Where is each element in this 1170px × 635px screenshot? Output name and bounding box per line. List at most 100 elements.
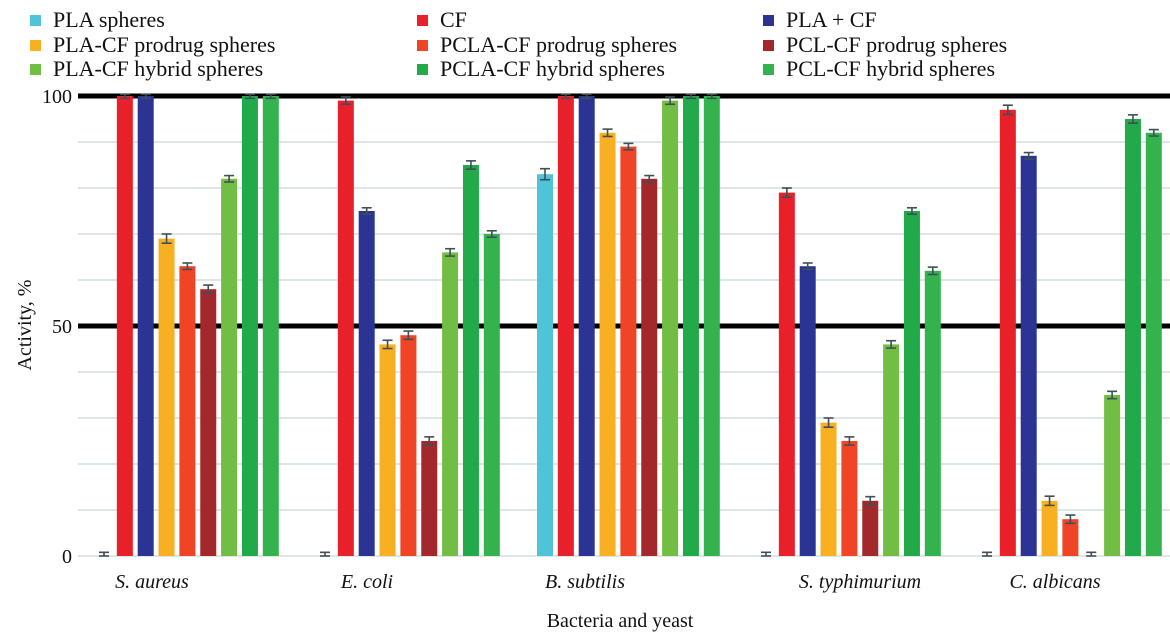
x-tick-label: E. coli [340,571,393,593]
error-bar [244,93,255,100]
legend-label: CF [440,7,467,32]
bar [462,165,479,556]
legend-label: PLA-CF prodrug spheres [53,32,276,57]
x-tick-label: S. aureus [115,571,189,593]
bar [703,96,720,556]
bar [862,500,879,556]
bar [137,96,154,556]
legend-item: PCLA-CF hybrid spheres [417,56,665,81]
error-bar [224,174,235,183]
y-tick-label: 100 [42,86,72,108]
error-bar [844,436,855,446]
error-bar [581,93,592,100]
bar [682,96,699,556]
legend-item: PLA + CF [763,7,877,32]
error-bar [1044,495,1055,507]
error-bar [424,436,435,446]
legend-item: PCLA-CF prodrug spheres [417,32,678,57]
error-bar [340,96,351,106]
bar [599,132,616,557]
error-bar [560,93,571,100]
error-bar [1127,114,1138,124]
bar [1020,155,1037,557]
y-tick-label: 0 [62,546,72,568]
legend-item: PCL-CF prodrug spheres [763,34,1007,56]
bar [483,234,500,556]
error-bar [320,551,330,557]
bar [1041,500,1058,556]
bar [179,266,196,556]
bar [883,344,900,556]
legend-item: PCL-CF hybrid spheres [763,56,995,81]
x-tick-label: B. subtilis [545,571,625,593]
bar [358,211,375,556]
y-axis-title: Activity, % [14,280,36,371]
error-bar [1002,104,1013,116]
error-bar [927,266,938,276]
bar [537,174,553,556]
error-bar [182,262,193,271]
bar [442,252,459,556]
error-bar [1023,151,1034,160]
x-tick-label: C. albicans [1009,571,1100,593]
legend-label: PLA spheres [53,7,165,32]
bar [578,96,595,556]
bar [1145,132,1162,557]
error-bar [781,187,792,198]
legend-label: PCLA-CF hybrid spheres [440,56,665,81]
legend-label: PCLA-CF prodrug spheres [440,32,678,57]
error-bar [761,551,771,557]
legend-label: PCL-CF hybrid spheres [786,56,995,81]
bar [662,100,679,556]
error-bar [361,206,372,216]
bar [799,266,816,556]
bar [903,211,920,556]
error-bar [906,206,917,216]
legend-swatch [30,63,41,75]
error-bar [161,233,172,244]
bar [116,96,133,556]
error-bar [203,284,214,295]
x-axis-title: Bacteria and yeast [547,610,694,632]
bar [841,441,858,556]
x-tick-labels: S. aureus E. coli B. subtilis S. typhimuriu… [115,571,1101,593]
legend-swatch [417,14,428,26]
legend-swatch [30,14,41,26]
error-bar [886,339,897,349]
y-tick-label: 50 [52,316,72,338]
error-bar [602,128,613,138]
bar [379,344,396,556]
error-bar [140,93,151,100]
legend-swatch [763,14,774,26]
bar [262,96,279,556]
error-bar [1086,551,1097,557]
bar [557,96,574,556]
legend-item: PLA-CF hybrid spheres [30,58,263,80]
bar [641,178,658,557]
error-bar [982,551,992,557]
legend-swatch [417,39,428,51]
bar [1124,119,1141,556]
bar [200,289,217,556]
bar [924,270,941,556]
x-tick-label: S. typhimurium [799,571,921,593]
error-bar [802,262,813,271]
bar [400,335,417,556]
bar [1062,519,1079,556]
legend-label: PLA + CF [786,7,877,32]
legend-swatch [763,63,774,75]
error-bar [706,93,717,100]
y-ticks: 0 50 100 [42,86,72,568]
bar [241,96,258,556]
error-bar [823,417,834,429]
bar [158,238,175,556]
error-bar [685,93,696,100]
error-bar [403,330,414,341]
error-bar [540,167,550,181]
bar [778,192,795,556]
bar [1104,395,1121,556]
error-bar [865,495,876,506]
error-bar [265,93,276,100]
legend-swatch [30,39,41,51]
